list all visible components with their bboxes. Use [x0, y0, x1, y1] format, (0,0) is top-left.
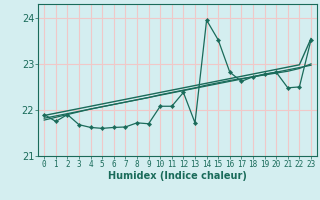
X-axis label: Humidex (Indice chaleur): Humidex (Indice chaleur): [108, 171, 247, 181]
